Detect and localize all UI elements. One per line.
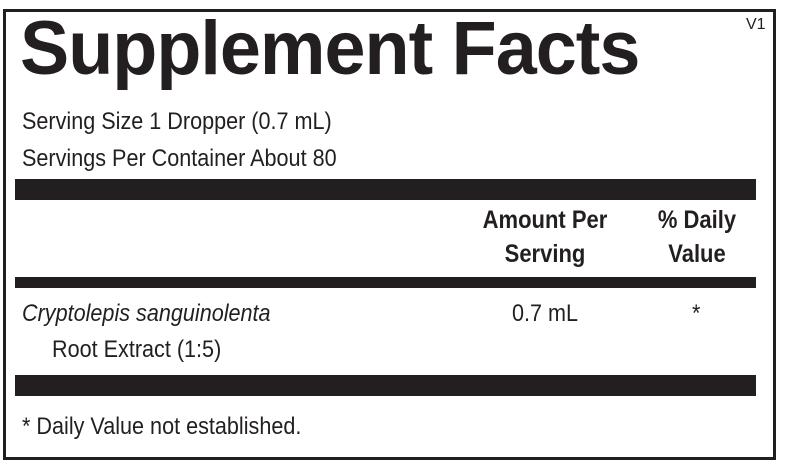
daily-value-header: % Daily Value [644,203,750,271]
ingredient-part: Root Extract (1:5) [52,336,222,363]
medium-divider [15,277,756,288]
ingredient-name: Cryptolepis sanguinolenta [22,300,271,327]
label-title: Supplement Facts [20,6,640,91]
thick-divider [15,179,756,200]
label-border [3,9,776,460]
header-line: Amount Per [482,206,608,234]
version-mark: V1 [746,16,766,33]
ingredient-amount: 0.7 mL [512,300,579,327]
thick-divider [15,375,756,396]
amount-per-serving-header: Amount Per Serving [466,203,624,271]
footnote: * Daily Value not established. [22,413,302,440]
serving-size: Serving Size 1 Dropper (0.7 mL) [22,108,332,135]
servings-per-container: Servings Per Container About 80 [22,145,337,172]
header-line: Serving [504,240,586,268]
header-line: % Daily [657,206,737,234]
header-line: Value [668,240,726,268]
ingredient-dv: * [692,300,701,327]
